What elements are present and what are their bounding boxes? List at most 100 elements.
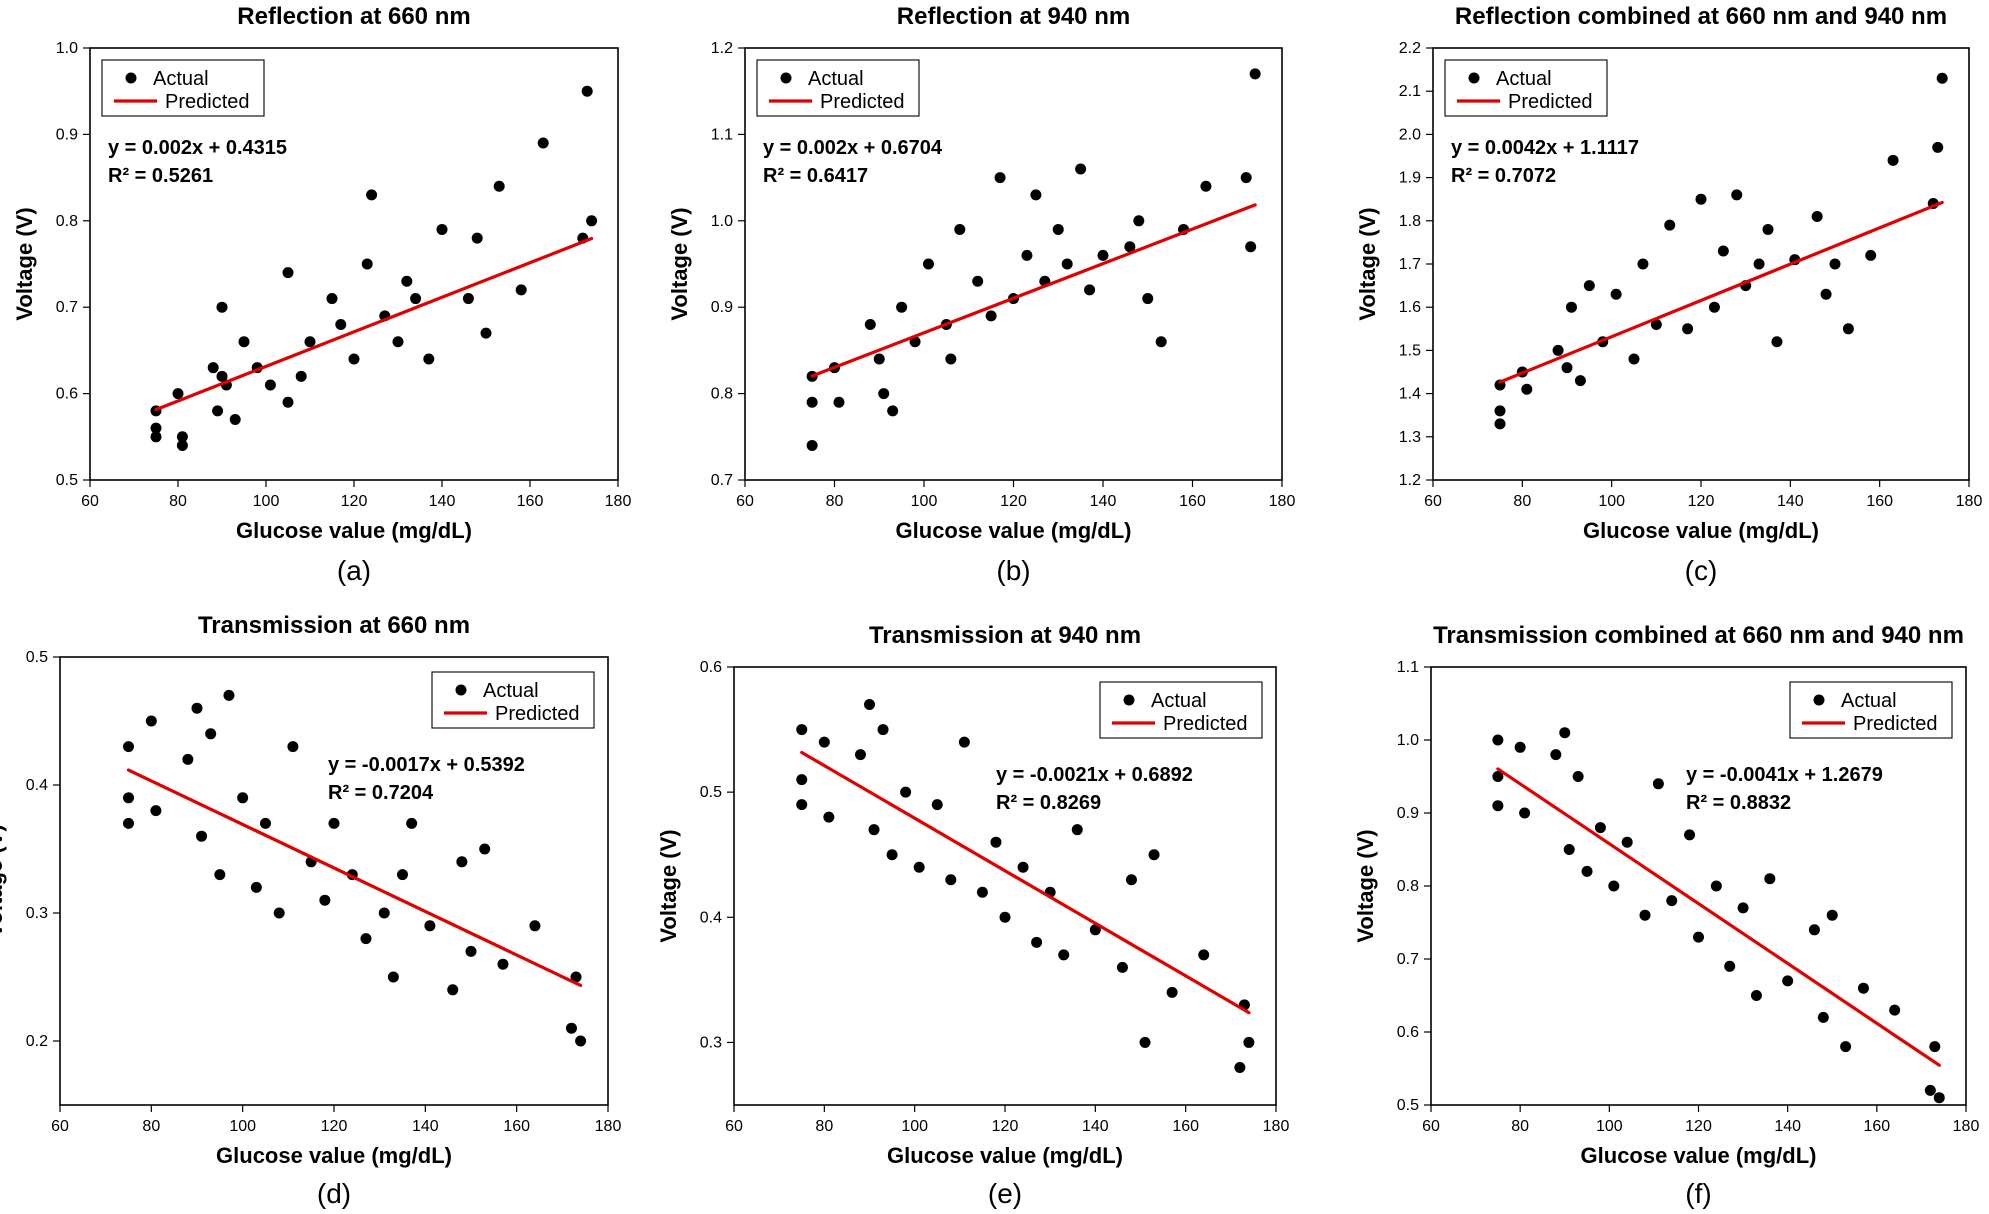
actual-point-d	[273, 907, 285, 919]
actual-point-f	[1857, 982, 1869, 994]
actual-point-e	[1125, 874, 1137, 886]
actual-point-b	[1097, 249, 1109, 261]
actual-point-a	[282, 396, 294, 408]
actual-point-a	[335, 318, 347, 330]
r-squared-label-c: R² = 0.7072	[1451, 165, 1556, 187]
y-tick-label-f: 0.5	[1397, 1097, 1419, 1114]
actual-point-b	[864, 318, 876, 330]
actual-point-c	[1731, 189, 1743, 201]
actual-point-d	[479, 843, 491, 855]
x-tick-label-c: 140	[1777, 493, 1804, 510]
actual-point-f	[1492, 800, 1504, 812]
fit-equation-b: y = 0.002x + 0.6704	[763, 137, 943, 159]
actual-point-e	[796, 774, 808, 786]
r-squared-label-d: R² = 0.7204	[328, 782, 434, 804]
actual-point-d	[205, 728, 217, 740]
actual-point-b	[954, 223, 966, 235]
fit-equation-a: y = 0.002x + 0.4315	[108, 137, 287, 159]
x-tick-label-e: 60	[725, 1118, 743, 1135]
actual-point-e	[1166, 986, 1178, 998]
y-tick-label-a: 0.6	[56, 386, 78, 403]
actual-point-d	[397, 869, 408, 881]
actual-point-b	[945, 353, 957, 365]
actual-point-d	[214, 869, 226, 881]
r-squared-label-e: R² = 0.8269	[996, 792, 1101, 814]
y-tick-label-e: 0.4	[700, 909, 722, 926]
x-tick-label-d: 180	[595, 1118, 622, 1135]
y-tick-label-d: 0.3	[26, 905, 48, 922]
y-axis-label-e: Voltage (V)	[656, 829, 681, 942]
actual-point-f	[1608, 880, 1620, 892]
y-axis-label-c: Voltage (V)	[1355, 207, 1380, 320]
actual-point-d	[287, 741, 299, 753]
actual-point-a	[493, 180, 505, 192]
r-squared-label-f: R² = 0.8832	[1686, 792, 1791, 814]
actual-point-b	[1249, 68, 1261, 80]
y-tick-label-b: 0.9	[711, 299, 733, 316]
actual-point-f	[1492, 734, 1504, 746]
actual-point-d	[456, 856, 468, 868]
actual-point-c	[1682, 323, 1694, 335]
predicted-line-d	[126, 768, 583, 988]
x-tick-label-d: 120	[321, 1118, 348, 1135]
actual-point-a	[216, 370, 228, 382]
actual-point-b	[1245, 241, 1257, 253]
predicted-line-a	[154, 236, 594, 412]
actual-point-e	[868, 824, 880, 836]
legend-predicted-label-f: Predicted	[1853, 713, 1938, 735]
actual-point-b	[833, 396, 845, 408]
actual-point-a	[150, 422, 162, 434]
actual-point-b	[1124, 241, 1136, 253]
y-tick-label-c: 2.0	[1399, 126, 1421, 143]
actual-point-a	[423, 353, 435, 365]
x-tick-label-c: 180	[1956, 493, 1983, 510]
legend-actual-marker-a	[125, 72, 137, 84]
actual-point-b	[896, 301, 908, 313]
y-tick-label-a: 0.5	[56, 472, 78, 489]
actual-point-e	[1198, 949, 1210, 961]
actual-point-c	[1583, 280, 1595, 292]
actual-point-c	[1887, 154, 1899, 166]
legend-actual-marker-e	[1123, 694, 1135, 706]
actual-point-b	[887, 405, 899, 417]
panel-caption-d: (d)	[317, 1178, 351, 1209]
actual-point-e	[818, 736, 830, 748]
actual-point-b	[873, 353, 885, 365]
x-tick-label-b: 120	[1000, 493, 1027, 510]
y-tick-label-c: 2.2	[1399, 40, 1421, 57]
x-tick-label-d: 80	[142, 1118, 160, 1135]
actual-point-d	[447, 984, 459, 996]
actual-point-a	[207, 362, 219, 374]
panel-caption-f: (f)	[1685, 1178, 1711, 1209]
actual-point-a	[462, 293, 474, 305]
x-tick-label-c: 100	[1598, 493, 1625, 510]
predicted-line-f	[1496, 767, 1941, 1067]
actual-point-b	[806, 439, 818, 451]
actual-point-f	[1559, 727, 1571, 739]
chart-panel-b: Reflection at 940 nm Glucose value (mg/dL…	[667, 3, 1295, 586]
x-tick-label-a: 140	[429, 493, 456, 510]
actual-point-e	[886, 849, 898, 861]
actual-point-f	[1889, 1004, 1901, 1016]
actual-point-c	[1695, 193, 1707, 205]
legend-actual-label-d: Actual	[483, 680, 539, 702]
y-tick-label-c: 1.5	[1399, 342, 1421, 359]
actual-point-d	[196, 830, 208, 842]
y-tick-label-c: 1.8	[1399, 213, 1421, 230]
actual-point-b	[1142, 293, 1154, 305]
x-tick-label-b: 100	[911, 493, 938, 510]
actual-point-e	[1071, 824, 1083, 836]
actual-point-f	[1550, 749, 1562, 761]
y-tick-label-e: 0.3	[700, 1034, 722, 1051]
actual-point-c	[1820, 288, 1832, 300]
y-tick-label-a: 0.7	[56, 299, 78, 316]
legend-actual-marker-d	[455, 684, 467, 696]
x-tick-label-f: 160	[1863, 1118, 1890, 1135]
actual-point-a	[436, 223, 448, 235]
y-tick-label-d: 0.4	[26, 777, 48, 794]
actual-point-e	[1017, 861, 1029, 873]
y-tick-label-e: 0.6	[700, 659, 722, 676]
plot-frame-c	[1432, 47, 1970, 481]
chart-title-e: Transmission at 940 nm	[869, 622, 1141, 649]
y-tick-label-b: 1.0	[711, 213, 733, 230]
